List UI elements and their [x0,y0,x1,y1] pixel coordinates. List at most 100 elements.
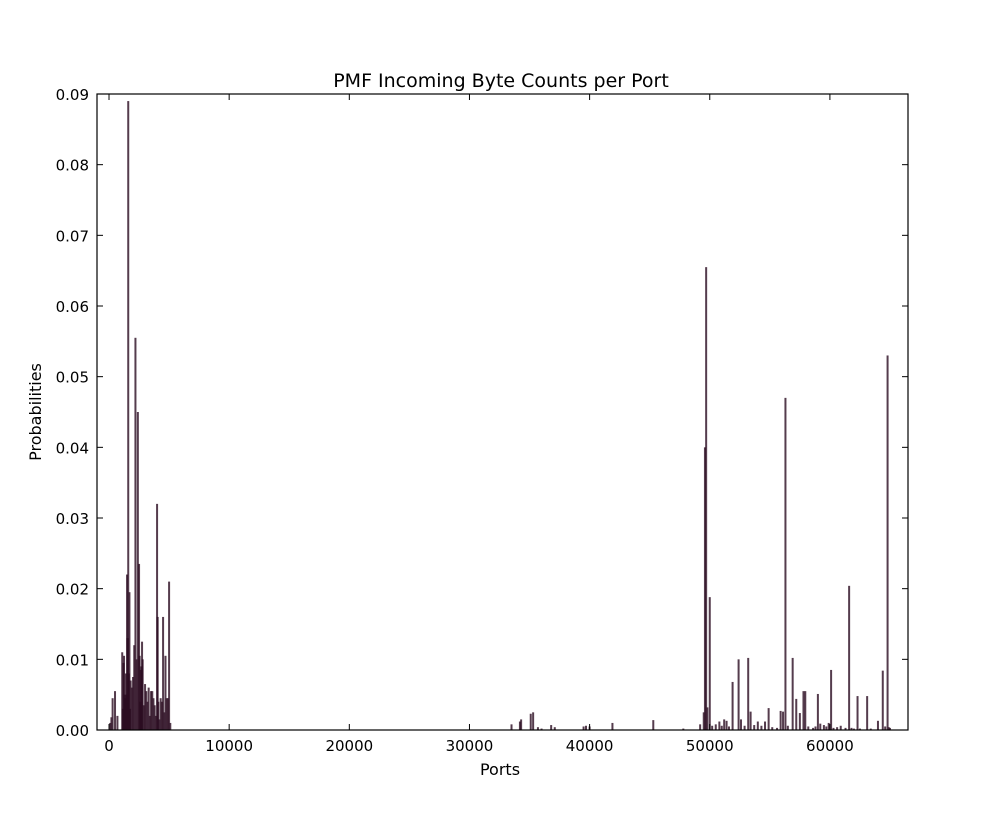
bar [682,728,685,730]
bar [827,722,830,730]
bar [157,701,160,730]
bar [858,728,861,730]
x-tick-label: 20000 [325,737,373,755]
bar [705,267,708,730]
y-tick-label: 0.06 [56,298,89,316]
bar [771,727,774,730]
bar [784,397,787,730]
bar [739,719,742,730]
bar [839,725,842,730]
bar [825,726,828,730]
bar [152,698,155,730]
bar [856,696,859,730]
bar [720,725,723,730]
bar [804,691,807,730]
bar [154,715,157,730]
y-tick-label: 0.08 [56,157,89,175]
bar [812,727,815,730]
bar [138,655,141,730]
bar [727,726,730,730]
bar [764,721,767,730]
bar [518,721,521,730]
bar [536,727,539,730]
bar [121,652,124,730]
bar [723,719,726,730]
bar [819,723,822,730]
bar [776,727,779,730]
bar [822,725,825,730]
bar [153,705,156,730]
bar [532,712,535,730]
bar [706,707,709,730]
bar [116,715,119,730]
y-tick-label: 0.02 [56,581,89,599]
x-tick-label: 50000 [686,737,734,755]
bar [830,669,833,730]
bar [832,727,835,730]
bar [743,725,746,730]
bar [129,680,132,730]
bar [848,585,851,730]
bar [158,719,161,730]
bar [110,717,113,730]
bar [111,698,114,730]
bar [869,728,872,730]
bar [760,725,763,730]
x-tick-label: 30000 [446,737,494,755]
bar [852,728,855,730]
bar [128,592,131,730]
x-tick-label: 60000 [806,737,854,755]
x-tick-label: 40000 [566,737,614,755]
bar [756,721,759,730]
bar [141,659,144,730]
bar [731,681,734,730]
bar [123,655,126,730]
x-tick-label: 10000 [205,737,253,755]
bar [786,725,789,730]
bar [767,708,770,730]
bar [749,711,752,730]
bar [884,726,887,730]
y-tick-label: 0.09 [56,86,89,104]
y-tick-label: 0.05 [56,369,89,387]
bar [163,712,166,730]
y-tick-label: 0.04 [56,439,89,457]
bar [109,722,112,730]
y-tick-label: 0.07 [56,227,89,245]
bar [702,712,705,730]
bar [168,581,171,730]
bar [779,710,782,730]
bar [165,698,168,730]
bar [737,659,740,730]
ticks-layer: 0 10000 20000 30000 40000 50000 60000 0.00 0.01 0… [56,86,908,755]
bar [798,713,801,730]
bar [132,677,135,730]
bar [791,657,794,730]
bar [795,698,798,730]
bar [127,101,130,731]
bar [708,597,711,730]
bar [814,726,817,730]
bar [844,727,847,730]
bar [652,720,655,730]
y-tick-label: 0.01 [56,651,89,669]
bar [585,725,588,730]
bar [147,687,150,730]
chart-title: PMF Incoming Byte Counts per Port [333,70,669,92]
bar [169,722,172,730]
bar [753,725,756,730]
bar [148,715,151,730]
bar [160,701,163,730]
bar [718,721,721,730]
bar [714,724,717,730]
bar [150,691,153,730]
bar [156,616,159,730]
bar [816,693,819,730]
bar [136,412,139,730]
bar [703,447,706,730]
x-axis-label: Ports [480,760,520,779]
bar [135,659,138,730]
bar [550,725,553,730]
